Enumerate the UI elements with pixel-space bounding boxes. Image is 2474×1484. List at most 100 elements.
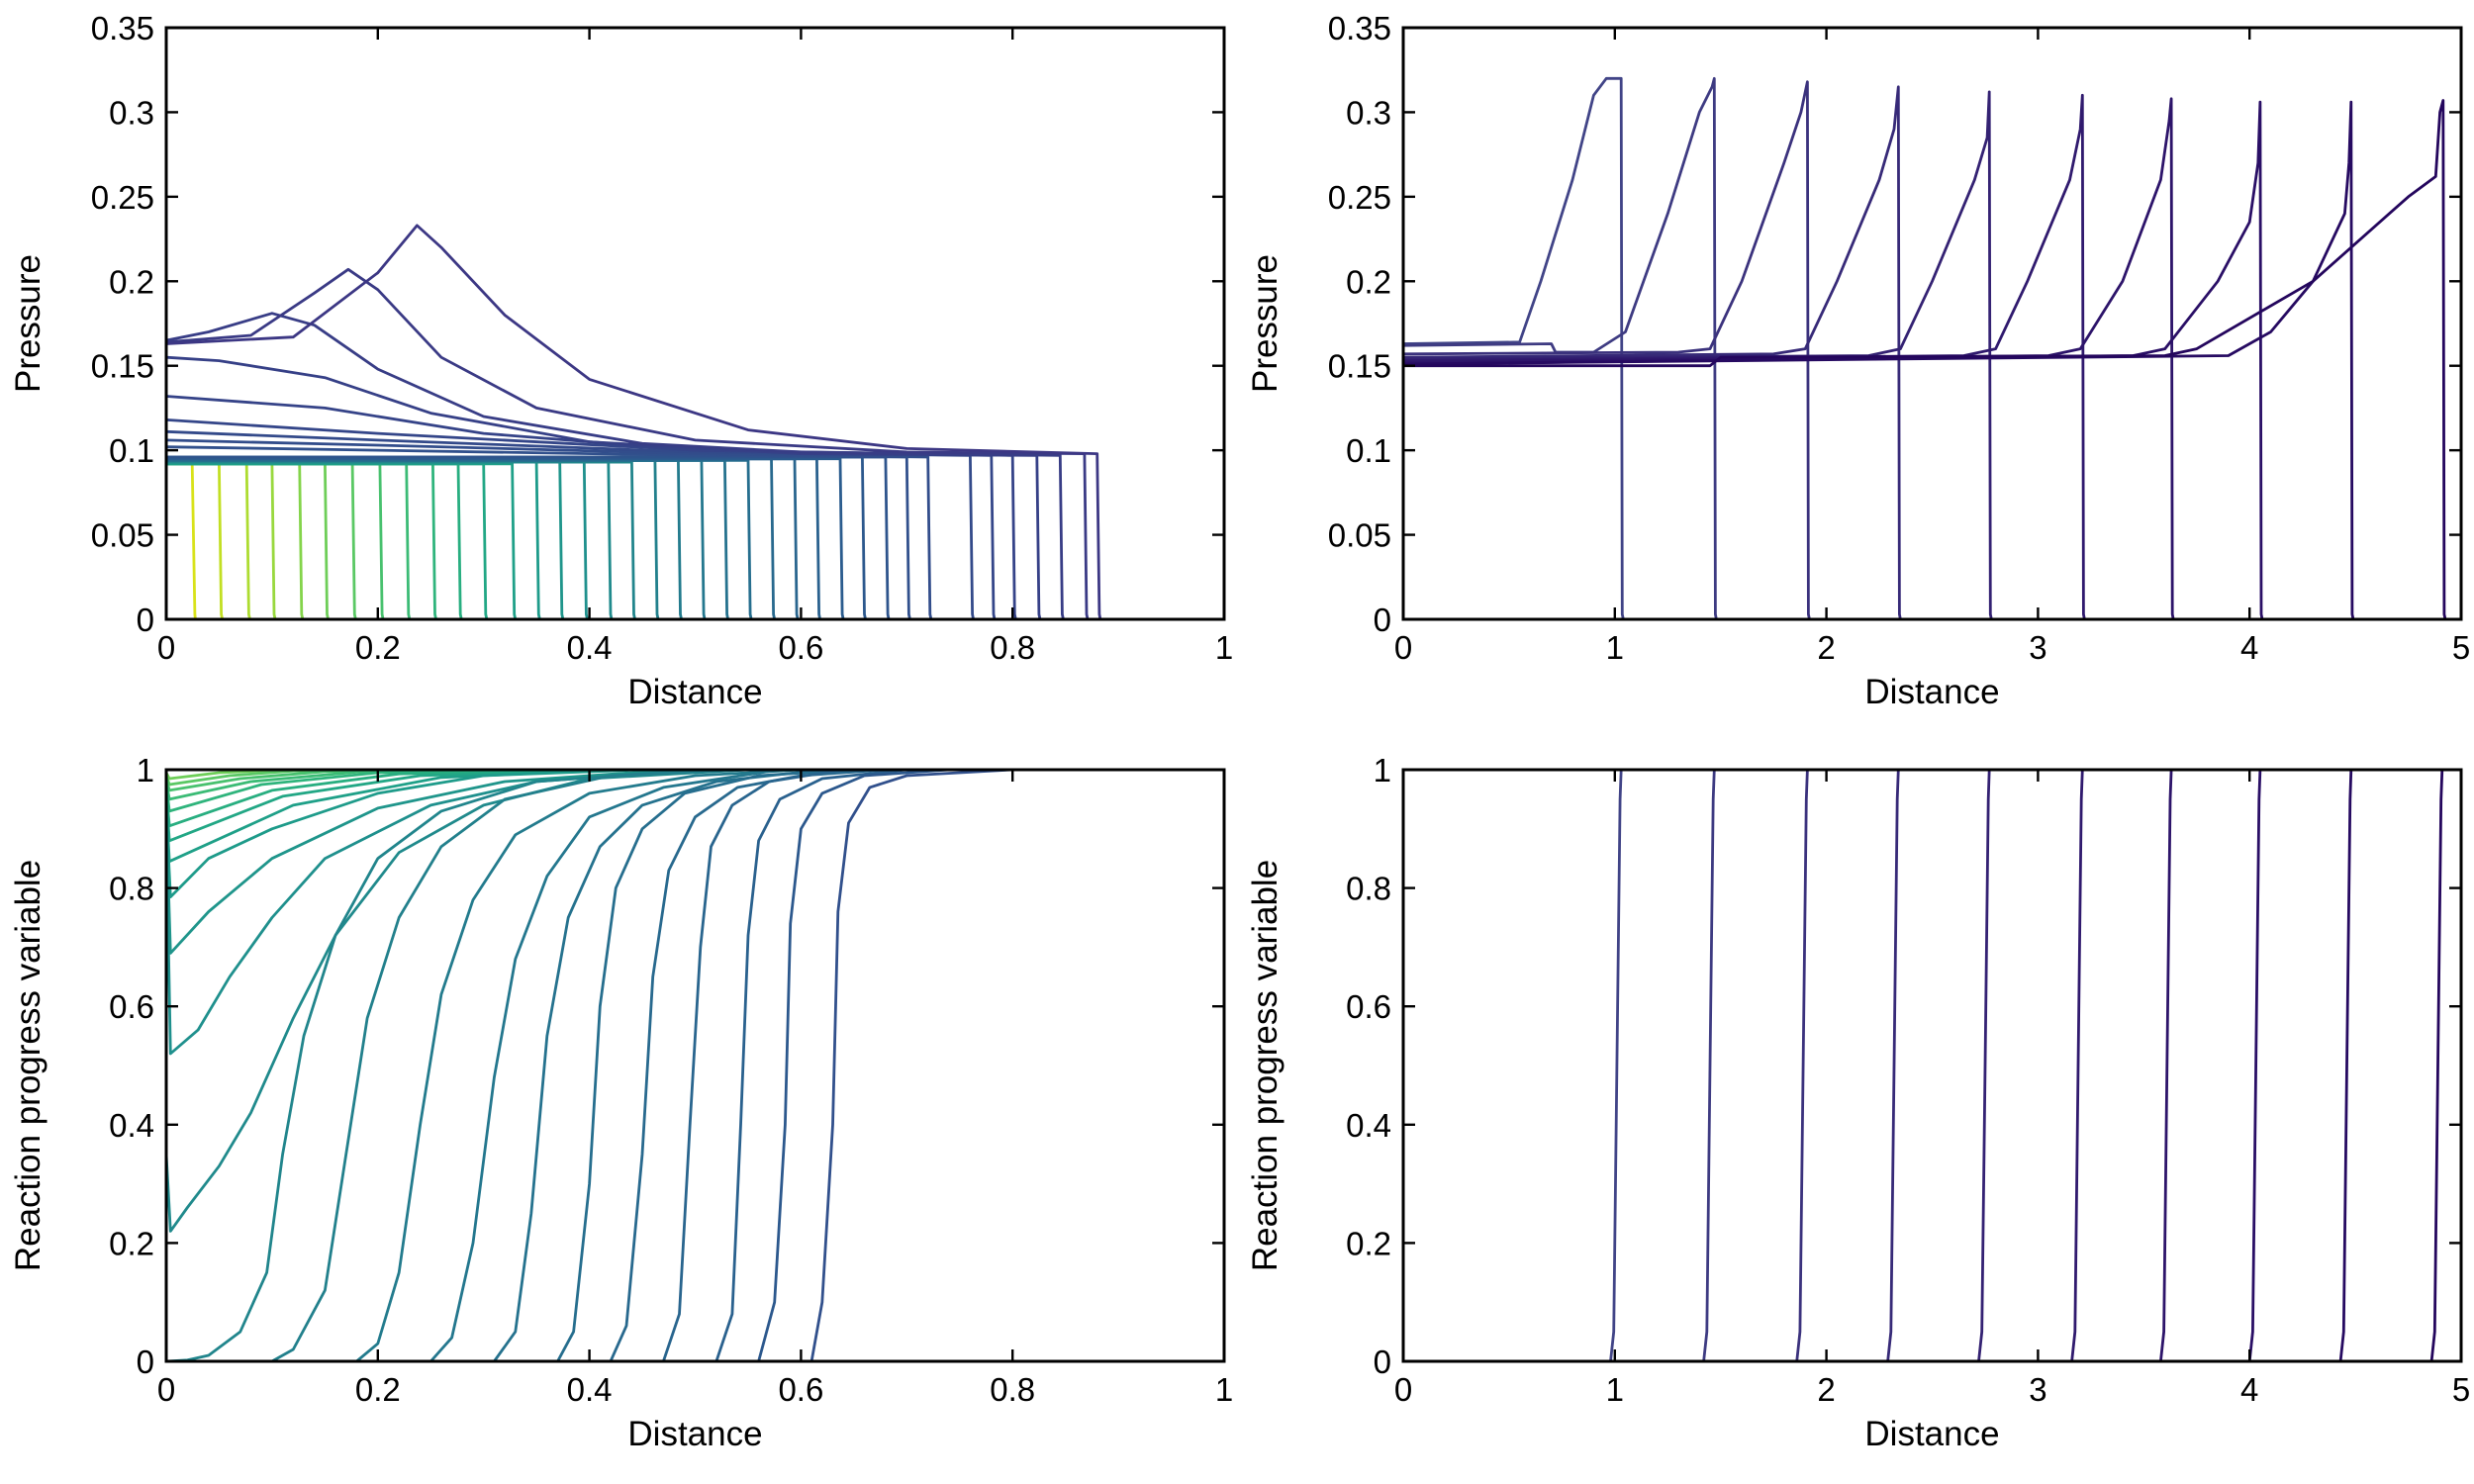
- x-tick-label: 0.4: [567, 1371, 613, 1408]
- series-group: [166, 224, 1102, 619]
- series-line-t09: [166, 770, 644, 898]
- series-line-t09: [166, 462, 412, 619]
- y-tick-label: 0.2: [109, 263, 154, 300]
- y-tick-label: 0.05: [1328, 517, 1391, 554]
- x-tick-label: 1: [1215, 1371, 1233, 1408]
- y-tick-label: 0: [1374, 1344, 1391, 1380]
- series-line-t20: [166, 459, 683, 619]
- series-line-t22: [166, 459, 729, 619]
- series-line-t05: [1403, 770, 2461, 1361]
- y-tick-label: 1: [137, 752, 154, 788]
- y-axis-label: Pressure: [9, 254, 48, 393]
- series-line-t03: [1403, 80, 1811, 619]
- series-line-t23: [166, 770, 1014, 1361]
- series-line-t04: [1403, 770, 2461, 1361]
- y-tick-label: 0.2: [109, 1225, 154, 1261]
- series-line-t13: [166, 770, 697, 1361]
- series-line-t04: [1403, 85, 1902, 619]
- y-tick-label: 0.25: [91, 179, 154, 216]
- series-line-t36: [166, 312, 1065, 619]
- x-tick-label: 0: [157, 629, 175, 666]
- y-tick-label: 0.1: [1346, 432, 1391, 469]
- series-line-t27: [166, 457, 845, 619]
- plot-frame: [164, 26, 1226, 621]
- y-tick-label: 0.05: [91, 517, 154, 554]
- series-line-t01: [166, 462, 197, 619]
- series-line-t09: [1403, 100, 2355, 619]
- series-line-t11: [166, 462, 463, 619]
- y-tick-label: 0.8: [1346, 871, 1391, 907]
- y-tick-label: 0.6: [109, 988, 154, 1025]
- series-line-t07: [1403, 97, 2175, 619]
- series-line-t38: [166, 224, 1102, 619]
- x-axis-label: Distance: [627, 1415, 762, 1453]
- x-tick-label: 2: [1817, 629, 1835, 666]
- series-line-t03: [1403, 770, 2461, 1361]
- series-line-t29: [166, 455, 891, 619]
- y-tick-label: 0.15: [1328, 348, 1391, 385]
- series-line-t10: [166, 770, 676, 955]
- series-line-t17: [166, 770, 824, 1361]
- x-tick-label: 0: [1394, 629, 1412, 666]
- series-line-t15: [166, 770, 803, 1361]
- x-tick-label: 4: [2240, 1371, 2258, 1408]
- y-axis-label: Reaction progress variable: [1246, 860, 1285, 1271]
- series-line-t01: [1403, 76, 1625, 619]
- y-tick-label: 0.4: [1346, 1107, 1391, 1144]
- series-line-t05: [1403, 90, 1993, 619]
- y-tick-label: 0: [137, 1344, 154, 1380]
- series-line-t20: [166, 770, 845, 1361]
- series-line-t06: [1403, 770, 2461, 1361]
- panel-progress-late: 0 1 2 3 4 5 0 0.2 0.4 0.6 0.8 1 Distance Reaction pro…: [1246, 752, 2470, 1453]
- series-line-t02: [1403, 76, 1718, 619]
- x-tick-label: 3: [2029, 1371, 2046, 1408]
- series-line-t16: [166, 770, 782, 1361]
- series-line-t10: [1403, 770, 2461, 1361]
- x-tick-label: 0.8: [990, 1371, 1035, 1408]
- series-line-t16: [166, 460, 589, 619]
- y-tick-label: 0: [137, 602, 154, 638]
- x-axis-label: Distance: [627, 673, 762, 711]
- series-group: [1403, 76, 2447, 619]
- series-line-t18: [166, 770, 856, 1361]
- panel-pressure-early: 0 0.2 0.4 0.6 0.8 1 0 0.05 0.1 0.15 0.2 0.25 0.3 0.35…: [9, 10, 1233, 711]
- x-tick-label: 5: [2452, 629, 2470, 666]
- x-tick-label: 0.6: [778, 1371, 823, 1408]
- panel-pressure-late: 0 1 2 3 4 5 0 0.05 0.1 0.15 0.2 0.25 0.3 0.35 Distance…: [1246, 10, 2470, 711]
- y-tick-label: 0.2: [1346, 263, 1391, 300]
- y-tick-label: 0.1: [109, 432, 154, 469]
- panel-progress-early: 0 0.2 0.4 0.6 0.8 1 0 0.2 0.4 0.6 0.8 1 Distance Reac…: [9, 752, 1233, 1453]
- series-line-t37: [166, 267, 1090, 619]
- x-tick-label: 5: [2452, 1371, 2470, 1408]
- y-tick-label: 0.3: [1346, 94, 1391, 131]
- series-line-t01: [1403, 770, 2461, 1361]
- series-group: [1403, 770, 2461, 1361]
- series-line-t03: [166, 462, 251, 619]
- x-tick-label: 1: [1606, 1371, 1624, 1408]
- plot-frame: [1401, 768, 2463, 1363]
- y-tick-label: 1: [1374, 752, 1391, 788]
- y-tick-label: 0.8: [109, 871, 154, 907]
- plot-frame: [164, 768, 1226, 1363]
- x-tick-label: 1: [1215, 629, 1233, 666]
- y-tick-label: 0.4: [109, 1107, 154, 1144]
- x-tick-label: 0: [1394, 1371, 1412, 1408]
- y-tick-label: 0.3: [109, 94, 154, 131]
- series-line-t24: [166, 457, 777, 619]
- y-axis-label: Pressure: [1246, 254, 1285, 393]
- series-line-t02: [1403, 770, 2461, 1361]
- series-line-t34: [166, 395, 1017, 619]
- x-tick-label: 0.8: [990, 629, 1035, 666]
- x-axis-label: Distance: [1864, 1415, 1999, 1453]
- x-tick-label: 0: [157, 1371, 175, 1408]
- series-line-t21: [166, 770, 908, 1361]
- y-tick-label: 0.25: [1328, 179, 1391, 216]
- series-line-t09: [1403, 770, 2461, 1361]
- x-tick-label: 3: [2029, 629, 2046, 666]
- x-tick-label: 0.2: [355, 1371, 401, 1408]
- series-line-t06: [1403, 93, 2086, 619]
- x-tick-label: 0.6: [778, 629, 823, 666]
- series-line-t11: [166, 770, 697, 1056]
- series-line-t10: [1403, 99, 2447, 619]
